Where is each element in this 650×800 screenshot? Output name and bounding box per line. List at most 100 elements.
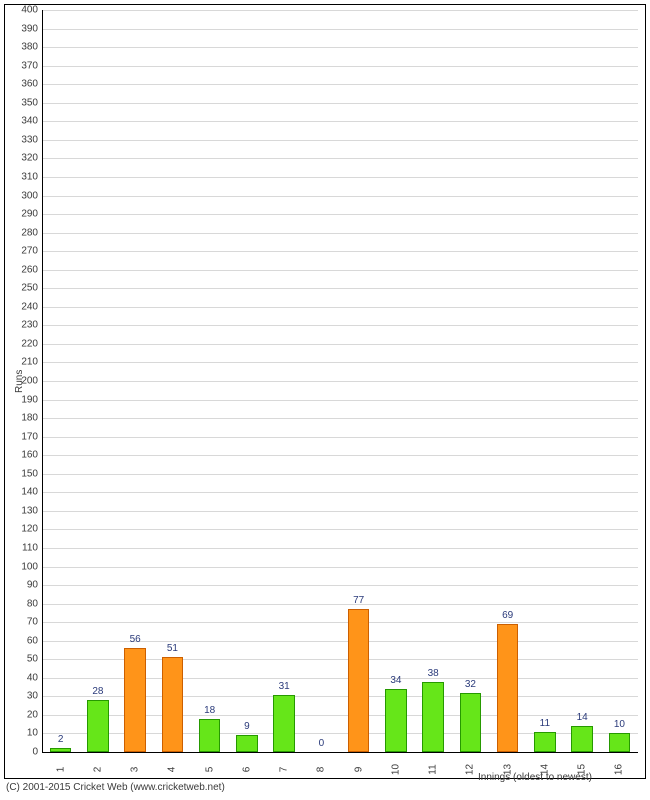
x-tick-label: 3 (130, 767, 141, 773)
y-tick-label: 270 (21, 246, 42, 257)
gridline (42, 121, 638, 122)
y-tick-label: 310 (21, 171, 42, 182)
bar (385, 689, 407, 752)
bar (124, 648, 146, 752)
y-tick-label: 370 (21, 60, 42, 71)
x-tick-label: 12 (465, 764, 476, 775)
y-tick-label: 210 (21, 357, 42, 368)
y-axis-title: Runs (14, 370, 25, 393)
gridline (42, 529, 638, 530)
gridline (42, 344, 638, 345)
y-tick-label: 40 (27, 672, 42, 683)
y-tick-label: 350 (21, 97, 42, 108)
bar-value-label: 77 (353, 595, 364, 606)
bar-value-label: 32 (465, 679, 476, 690)
y-tick-label: 140 (21, 487, 42, 498)
gridline (42, 177, 638, 178)
chart-container: 0102030405060708090100110120130140150160… (0, 0, 650, 800)
gridline (42, 455, 638, 456)
y-tick-label: 80 (27, 598, 42, 609)
y-tick-label: 390 (21, 23, 42, 34)
y-tick-label: 150 (21, 468, 42, 479)
gridline (42, 622, 638, 623)
bar-value-label: 10 (614, 719, 625, 730)
bar (236, 735, 258, 752)
y-tick-label: 100 (21, 561, 42, 572)
y-tick-label: 180 (21, 413, 42, 424)
bar-value-label: 14 (577, 712, 588, 723)
bar-value-label: 28 (92, 686, 103, 697)
y-tick-label: 50 (27, 654, 42, 665)
bar (534, 732, 556, 752)
gridline (42, 251, 638, 252)
gridline (42, 29, 638, 30)
bar (50, 748, 72, 752)
bar-value-label: 31 (279, 681, 290, 692)
gridline (42, 270, 638, 271)
y-tick-label: 90 (27, 580, 42, 591)
y-tick-label: 10 (27, 728, 42, 739)
gridline (42, 567, 638, 568)
y-tick-label: 220 (21, 338, 42, 349)
gridline (42, 437, 638, 438)
y-tick-label: 320 (21, 153, 42, 164)
bar (609, 733, 631, 752)
x-tick-label: 1 (55, 767, 66, 773)
bar (348, 609, 370, 752)
y-axis-line (42, 10, 43, 752)
x-tick-label: 9 (353, 767, 364, 773)
y-tick-label: 300 (21, 190, 42, 201)
gridline (42, 47, 638, 48)
gridline (42, 511, 638, 512)
gridline (42, 362, 638, 363)
bar-value-label: 38 (428, 668, 439, 679)
bar-value-label: 56 (130, 634, 141, 645)
y-tick-label: 110 (22, 542, 42, 553)
gridline (42, 492, 638, 493)
bar-value-label: 69 (502, 610, 513, 621)
bar (199, 719, 221, 752)
y-tick-label: 240 (21, 301, 42, 312)
gridline (42, 84, 638, 85)
bar (460, 693, 482, 752)
y-tick-label: 30 (27, 691, 42, 702)
bar (497, 624, 519, 752)
x-tick-label: 11 (428, 764, 439, 774)
bar-value-label: 0 (319, 738, 325, 749)
y-tick-label: 340 (21, 116, 42, 127)
y-tick-label: 170 (21, 431, 42, 442)
y-tick-label: 280 (21, 227, 42, 238)
y-tick-label: 260 (21, 264, 42, 275)
bar-value-label: 2 (58, 734, 64, 745)
bar (422, 682, 444, 752)
x-tick-label: 5 (204, 767, 215, 773)
x-tick-label: 7 (279, 767, 290, 773)
gridline (42, 604, 638, 605)
y-tick-label: 400 (21, 5, 42, 16)
x-tick-label: 4 (167, 767, 178, 773)
y-tick-label: 120 (21, 524, 42, 535)
copyright-text: (C) 2001-2015 Cricket Web (www.cricketwe… (6, 782, 225, 793)
plot-area: 0102030405060708090100110120130140150160… (42, 10, 638, 752)
gridline (42, 548, 638, 549)
gridline (42, 307, 638, 308)
gridline (42, 10, 638, 11)
y-tick-label: 360 (21, 79, 42, 90)
gridline (42, 474, 638, 475)
gridline (42, 585, 638, 586)
y-tick-label: 380 (21, 42, 42, 53)
y-tick-label: 330 (21, 134, 42, 145)
gridline (42, 325, 638, 326)
y-tick-label: 20 (27, 709, 42, 720)
x-axis-line (42, 752, 638, 753)
y-tick-label: 0 (32, 747, 42, 758)
x-axis-title: Innings (oldest to newest) (478, 772, 592, 783)
bar (571, 726, 593, 752)
bar-value-label: 18 (204, 705, 215, 716)
gridline (42, 66, 638, 67)
bar (87, 700, 109, 752)
bar-value-label: 9 (244, 721, 250, 732)
bar-value-label: 51 (167, 643, 178, 654)
gridline (42, 233, 638, 234)
y-tick-label: 70 (27, 617, 42, 628)
